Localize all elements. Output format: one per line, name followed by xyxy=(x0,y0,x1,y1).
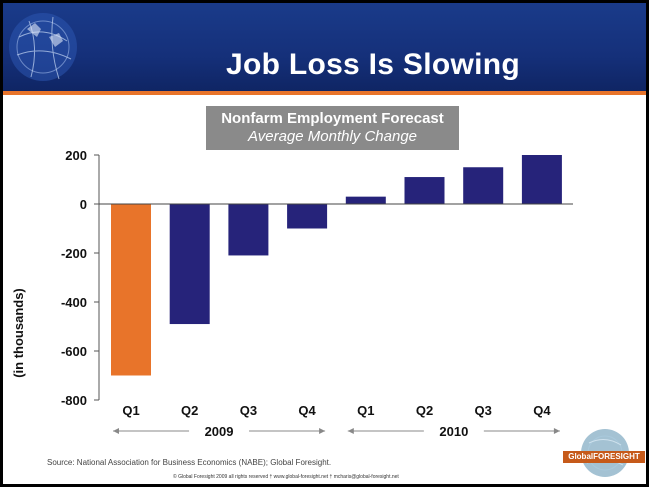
global-foresight-logo: GlobalFORESIGHT xyxy=(563,423,645,483)
y-tick-label: 200 xyxy=(65,148,87,163)
x-tick-label: Q3 xyxy=(240,403,257,418)
header-divider xyxy=(3,91,646,95)
x-tick-label: Q1 xyxy=(122,403,139,418)
bar xyxy=(404,177,445,204)
slide: Job Loss Is Slowing Nonfarm Employment F… xyxy=(3,3,646,484)
bar xyxy=(287,204,328,229)
group-arrowhead xyxy=(553,428,560,434)
y-tick-label: -200 xyxy=(61,246,87,261)
chart-subtitle: Average Monthly Change xyxy=(248,128,417,145)
bar xyxy=(521,155,562,204)
globe-icon xyxy=(9,13,77,81)
x-tick-label: Q1 xyxy=(357,403,374,418)
bar xyxy=(228,204,269,256)
y-tick-label: -600 xyxy=(61,344,87,359)
bar xyxy=(463,167,504,204)
y-tick-label: -400 xyxy=(61,295,87,310)
group-label: 2009 xyxy=(205,424,234,439)
logo-text: GlobalFORESIGHT xyxy=(563,451,645,463)
x-tick-label: Q4 xyxy=(533,403,551,418)
x-tick-label: Q2 xyxy=(416,403,433,418)
bar xyxy=(111,204,151,376)
copyright-footer: © Global Foresight 2009 all rights reser… xyxy=(173,474,399,480)
group-label: 2010 xyxy=(439,424,468,439)
y-tick-label: -800 xyxy=(61,393,87,408)
group-arrowhead xyxy=(113,428,119,434)
bar xyxy=(169,204,210,325)
x-tick-label: Q4 xyxy=(298,403,316,418)
group-arrowhead xyxy=(319,428,326,434)
x-tick-label: Q2 xyxy=(181,403,198,418)
chart-title: Nonfarm Employment Forecast xyxy=(221,110,444,127)
source-note: Source: National Association for Busines… xyxy=(47,458,332,467)
y-tick-label: 0 xyxy=(80,197,87,212)
title-banner: Job Loss Is Slowing xyxy=(3,3,646,91)
slide-title: Job Loss Is Slowing xyxy=(225,48,521,81)
bar-chart: 200 0 -200 -400 -600 -800 Q1 Q2 Q3 Q4 Q1 Q2 Q3 Q4 2009… xyxy=(61,148,573,439)
bar xyxy=(345,196,386,204)
chart-title-box: Nonfarm Employment Forecast Average Mont… xyxy=(206,106,459,150)
x-tick-label: Q3 xyxy=(475,403,492,418)
group-arrowhead xyxy=(347,428,354,434)
